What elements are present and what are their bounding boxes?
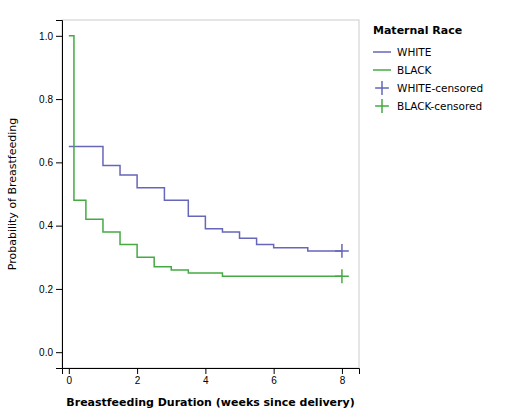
legend-swatch	[373, 69, 391, 71]
x-tick-mark	[342, 368, 343, 374]
y-tick: 0.6	[39, 157, 62, 168]
y-tick: 0.4	[39, 220, 62, 231]
y-axis-title: Probability of Breastfeeding	[6, 118, 19, 271]
plot: 0 2 4 6 8 0.0 0.2 0.4 0.6 0.8 1.0	[39, 20, 359, 386]
x-tick-label: 8	[340, 375, 346, 386]
x-tick-mark	[274, 368, 275, 374]
legend: Maternal Race WHITE BLACK WHITE-censored BLA…	[373, 24, 483, 113]
x-tick: 6	[271, 368, 277, 386]
y-tick-label: 0.8	[39, 94, 53, 105]
x-axis-line	[63, 369, 360, 375]
y-tick-mark	[56, 162, 62, 163]
y-tick-mark	[56, 99, 62, 100]
y-axis: 0.0 0.2 0.4 0.6 0.8 1.0	[39, 21, 62, 369]
plot-frame	[62, 20, 359, 368]
legend-label: BLACK	[397, 64, 433, 76]
y-tick: 0.0	[39, 347, 62, 358]
y-tick-label: 0.6	[39, 157, 53, 168]
x-tick: 2	[135, 368, 141, 386]
censor-marker	[335, 269, 349, 283]
legend-swatch	[375, 99, 389, 113]
y-tick: 0.2	[39, 284, 62, 295]
legend-label: WHITE-censored	[397, 82, 483, 94]
legend-label: BLACK-censored	[397, 100, 482, 112]
y-axis-line	[56, 21, 63, 369]
marks	[69, 36, 349, 283]
y-tick-label: 0.2	[39, 284, 53, 295]
x-tick: 0	[67, 368, 73, 386]
x-tick-mark	[205, 368, 206, 374]
legend-swatch	[375, 81, 389, 95]
x-tick-label: 4	[203, 375, 209, 386]
step-line	[69, 147, 342, 251]
x-tick: 4	[203, 368, 209, 386]
x-axis: 0 2 4 6 8	[63, 368, 360, 386]
y-tick: 0.8	[39, 94, 62, 105]
x-tick: 8	[340, 368, 346, 386]
y-tick: 1.0	[39, 31, 62, 42]
y-tick-mark	[56, 36, 62, 37]
x-axis-title: Breastfeeding Duration (weeks since deli…	[66, 396, 354, 409]
legend-swatch	[373, 51, 391, 53]
x-tick-label: 0	[67, 375, 73, 386]
y-tick-label: 1.0	[39, 31, 53, 42]
legend-title: Maternal Race	[373, 24, 462, 37]
y-tick-mark	[56, 352, 62, 353]
legend-item: WHITE	[373, 46, 431, 58]
y-tick-label: 0.0	[39, 347, 53, 358]
x-tick-label: 2	[135, 375, 141, 386]
legend-label: WHITE	[397, 46, 431, 58]
legend-item: BLACK	[373, 64, 433, 76]
censor-marker	[335, 244, 349, 258]
legend-item: WHITE-censored	[375, 81, 483, 95]
x-tick-mark	[137, 368, 138, 374]
y-tick-mark	[56, 226, 62, 227]
x-tick-label: 6	[271, 375, 277, 386]
y-tick-mark	[56, 289, 62, 290]
legend-item: BLACK-censored	[375, 99, 482, 113]
chart: 0 2 4 6 8 0.0 0.2 0.4 0.6 0.8 1.0 Breastfeeding Dur…	[0, 0, 509, 418]
x-tick-mark	[69, 368, 70, 374]
y-tick-label: 0.4	[39, 220, 53, 231]
step-line	[69, 36, 342, 276]
